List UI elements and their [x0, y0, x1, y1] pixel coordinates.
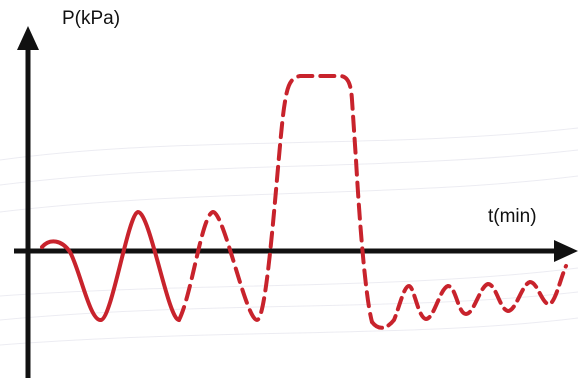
y-axis-label: P(kPa)	[62, 8, 120, 29]
background-curve	[0, 149, 578, 186]
background-curve	[0, 317, 578, 346]
background-curve	[0, 291, 578, 321]
background-curve	[0, 267, 578, 297]
x-axis-label: t(min)	[488, 206, 537, 227]
background-pattern	[0, 127, 578, 346]
background-curve	[0, 175, 578, 213]
waveform-initial-oscillation	[40, 210, 181, 322]
x-axis-arrowhead	[554, 240, 578, 262]
pressure-waveform	[40, 74, 568, 330]
background-curve	[0, 127, 578, 161]
waveform-decaying-oscillation	[370, 264, 568, 330]
axes	[14, 26, 578, 378]
y-axis-arrowhead	[17, 26, 39, 50]
waveform-pressure-surge	[177, 74, 374, 324]
